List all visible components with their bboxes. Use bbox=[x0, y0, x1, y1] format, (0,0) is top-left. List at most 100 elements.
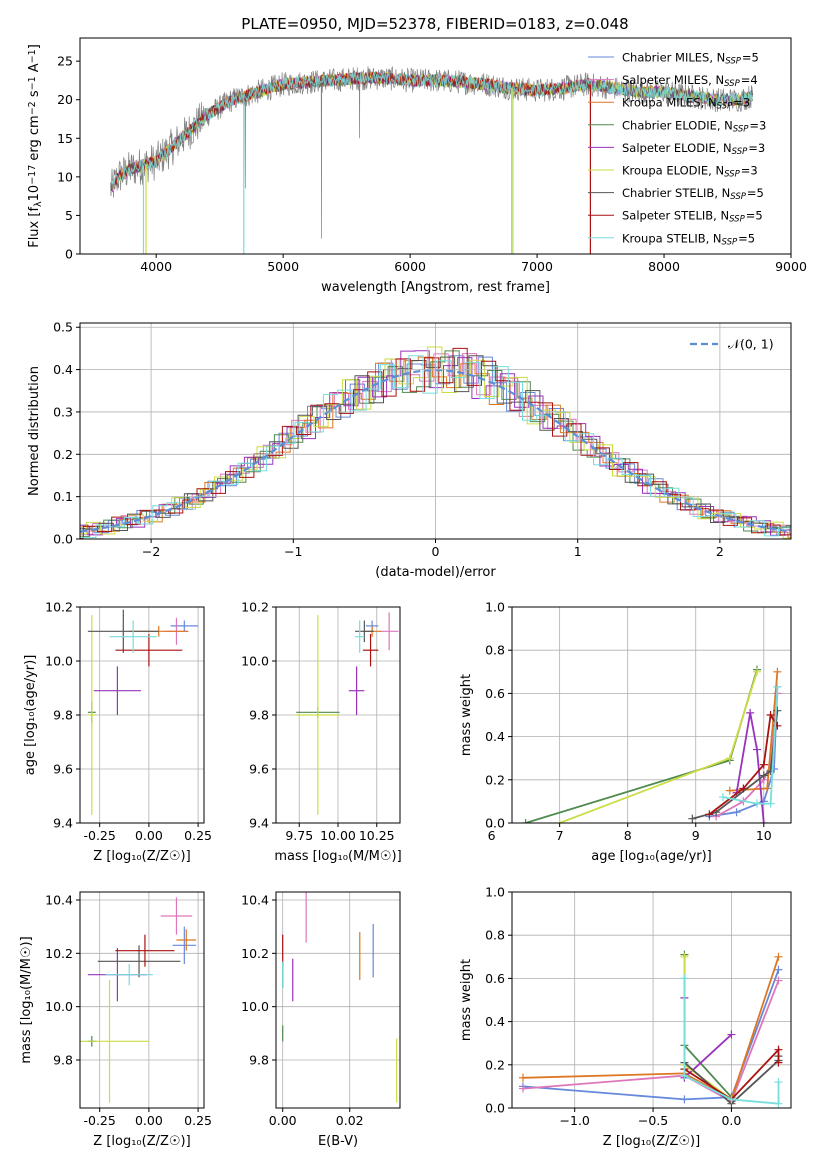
weight_vs_z-ytick-label-3: 0.6 bbox=[485, 971, 505, 986]
weight_vs_age-xtick-label-1: 7 bbox=[556, 828, 564, 843]
mass_vs_ebv-ytick-label-0: 9.8 bbox=[249, 1053, 269, 1068]
age_vs_z-ytick-label-3: 10.0 bbox=[45, 654, 73, 669]
mass_vs_ebv-xtick-label-0: 0.00 bbox=[269, 1113, 297, 1128]
weight_vs_age-line-salpeter-elodie bbox=[735, 712, 765, 823]
weight_vs_z-marker-kroupa-stelib-4 bbox=[774, 1078, 783, 1087]
residuals-ytick-label-2: 0.2 bbox=[53, 447, 73, 462]
age_vs_mass-xtick-label-0: 9.75 bbox=[285, 828, 313, 843]
weight_vs_age-ytick-label-1: 0.2 bbox=[485, 772, 505, 787]
spectrum-legend-n: =5 bbox=[742, 51, 759, 65]
spectrum-legend-n: =3 bbox=[733, 96, 750, 110]
weight_vs_age-marker-kroupa-elodie-0 bbox=[555, 819, 564, 823]
spectrum-xtick-label-5: 9000 bbox=[775, 259, 807, 274]
age_vs_z-xtick-label-0: -0.25 bbox=[84, 828, 116, 843]
spectrum-ylabel-part: ] bbox=[27, 44, 42, 49]
weight_vs_z-marker-kroupa-stelib-0 bbox=[680, 974, 689, 983]
spectrum-model-kroupa-stelib bbox=[111, 72, 753, 192]
weight_vs_z-marker-kroupa-stelib-3 bbox=[774, 1099, 783, 1108]
residual-legend-label: 𝒩(0, 1) bbox=[728, 337, 774, 352]
weight_vs_age-marker-kroupa-stelib-3 bbox=[773, 682, 782, 691]
weight_vs_z-marker-kroupa-miles-0 bbox=[518, 1073, 527, 1082]
weight_vs_z-xtick-label-2: 0.0 bbox=[721, 1113, 741, 1128]
figure-title: PLATE=0950, MJD=52378, FIBERID=0183, z=0… bbox=[241, 15, 628, 33]
weight_vs_z-marker-kroupa-stelib-2 bbox=[727, 1095, 736, 1104]
age_vs_mass-xtick-label-2: 10.25 bbox=[359, 828, 395, 843]
age_vs_mass-ytick-label-0: 9.4 bbox=[249, 816, 269, 831]
weight_vs_age-marker-kroupa-stelib-1 bbox=[752, 799, 761, 808]
age_vs_z-panel: -0.25 0.00 0.25 9.4 9.6 9.8 10.0 10.2 Z [log₁₀(Z… bbox=[23, 600, 212, 865]
weight_vs_age-plot-area bbox=[512, 607, 791, 823]
residuals-xtick-label-0: −2 bbox=[142, 544, 160, 559]
mass_vs_z-panel: -0.25 0.00 0.25 9.8 10.0 10.2 10.4 Z [log₁₀(Z/Z… bbox=[19, 891, 212, 1149]
spectrum-legend-model: Chabrier STELIB, N bbox=[622, 186, 730, 200]
spectrum-legend-model: Chabrier MILES, N bbox=[622, 51, 725, 65]
spectrum-legend-n: =5 bbox=[738, 231, 755, 245]
weight_vs_z-ytick-label-1: 0.2 bbox=[485, 1057, 505, 1072]
weight_vs_age-marker-chabrier-stelib-2 bbox=[759, 771, 768, 780]
residual-hist-kroupa-elodie bbox=[80, 346, 791, 539]
spectrum-legend-label-kroupa-stelib: Kroupa STELIB, NSSP=5 bbox=[622, 231, 755, 247]
spectrum-legend-n: =3 bbox=[749, 118, 766, 132]
weight_vs_z-marker-chabrier-miles-1 bbox=[680, 1095, 689, 1104]
weight_vs_age-marker-kroupa-elodie-1 bbox=[725, 754, 734, 763]
weight_vs_z-ytick-label-4: 0.8 bbox=[485, 928, 505, 943]
weight_vs_age-xtick-label-4: 10 bbox=[756, 828, 772, 843]
weight_vs_age-marker-salpeter-stelib-2 bbox=[759, 760, 768, 769]
spectrum-ylabel-part: A bbox=[27, 63, 42, 76]
age_vs_z-xtick-label-2: 0.25 bbox=[184, 828, 212, 843]
weight_vs_z-ylabel: mass weight bbox=[459, 959, 474, 1041]
age_vs_mass-plot-area bbox=[276, 607, 400, 823]
spectrum-legend-n: =3 bbox=[748, 141, 765, 155]
spectrum-legend-n: =4 bbox=[741, 73, 758, 87]
spectrum-legend-sub: SSP bbox=[733, 125, 749, 135]
weight_vs_age-marker-salpeter-stelib-0 bbox=[705, 810, 714, 819]
weight_vs_age-line-kroupa-stelib bbox=[722, 686, 779, 805]
mass_vs_ebv-frame bbox=[275, 891, 401, 1109]
age_vs_z-ytick-label-1: 9.6 bbox=[53, 762, 73, 777]
spectrum-legend-sub: SSP bbox=[717, 102, 733, 112]
weight_vs_z-panel: −1.0 −0.5 0.0 0.0 0.2 0.4 0.6 0.8 1.0 Z [log₁₀(Z/… bbox=[459, 885, 792, 1149]
mass_vs_z-xtick-label-1: 0.00 bbox=[135, 1113, 163, 1128]
spectrum-ytick-label-3: 15 bbox=[57, 131, 73, 146]
weight_vs_age-xtick-label-2: 8 bbox=[624, 828, 632, 843]
spectrum-legend-label-chabrier-miles: Chabrier MILES, NSSP=5 bbox=[622, 51, 759, 67]
age_vs_mass-ytick-label-2: 9.8 bbox=[249, 708, 269, 723]
age_vs_mass-ytick-label-3: 10.0 bbox=[241, 654, 269, 669]
weight_vs_age-xtick-label-0: 6 bbox=[488, 828, 496, 843]
weight_vs_age-marker-salpeter-elodie-3 bbox=[759, 819, 768, 823]
residual-hist-kroupa-miles bbox=[80, 356, 791, 538]
weight_vs_age-ytick-label-5: 1.0 bbox=[485, 600, 505, 615]
weight_vs_age-marker-salpeter-stelib-3 bbox=[766, 711, 775, 719]
spectrum-ylabel-part: 10 bbox=[27, 185, 42, 202]
mass_vs_z-plot-area bbox=[80, 892, 204, 1108]
weight_vs_age-marker-kroupa-miles-1 bbox=[763, 784, 772, 793]
weight_vs_age-frame bbox=[511, 606, 792, 824]
spectrum-legend-model: Kroupa ELODIE, N bbox=[622, 164, 724, 178]
weight_vs_age-marker-kroupa-miles-0 bbox=[725, 786, 734, 795]
spectrum-legend-sub: SSP bbox=[725, 57, 741, 67]
weight_vs_z-xtick-label-0: −1.0 bbox=[560, 1113, 590, 1128]
age_vs_mass-xtick-label-1: 10.00 bbox=[320, 828, 356, 843]
weight_vs_age-ytick-label-4: 0.8 bbox=[485, 643, 505, 658]
mass_vs_z-xtick-label-2: 0.25 bbox=[184, 1113, 212, 1128]
spectrum-legend-sub: SSP bbox=[732, 147, 748, 157]
age_vs_z-ylabel: age [log₁₀(age/yr)] bbox=[23, 655, 38, 776]
residuals-ytick-label-5: 0.5 bbox=[53, 320, 73, 335]
age_vs_z-plot-area bbox=[80, 607, 204, 823]
mass_vs_z-ytick-label-3: 10.4 bbox=[45, 893, 73, 908]
weight_vs_z-plot-area bbox=[512, 892, 791, 1108]
spectrum-legend-model: Chabrier ELODIE, N bbox=[622, 118, 733, 132]
residuals-xtick-label-4: 2 bbox=[716, 544, 724, 559]
weight_vs_age-marker-kroupa-elodie-2 bbox=[752, 667, 761, 676]
residuals-panel: −2 −1 0 1 2 0.0 0.1 0.2 0.3 0.4 0.5 (data-model)/er… bbox=[27, 320, 792, 580]
mass_vs_z-xtick-label-0: -0.25 bbox=[84, 1113, 116, 1128]
spectrum-legend-sub: SSP bbox=[724, 79, 740, 89]
age_vs_mass-ytick-label-4: 10.2 bbox=[241, 600, 269, 615]
weight_vs_age-marker-chabrier-stelib-0 bbox=[688, 814, 697, 823]
mass_vs_ebv-ytick-label-2: 10.2 bbox=[241, 946, 269, 961]
mass_vs_z-ytick-label-2: 10.2 bbox=[45, 946, 73, 961]
mass_vs_ebv-xlabel: E(B-V) bbox=[318, 1134, 358, 1149]
mass_vs_ebv-xtick-label-1: 0.02 bbox=[336, 1113, 364, 1128]
age_vs_z-xtick-label-1: 0.00 bbox=[135, 828, 163, 843]
